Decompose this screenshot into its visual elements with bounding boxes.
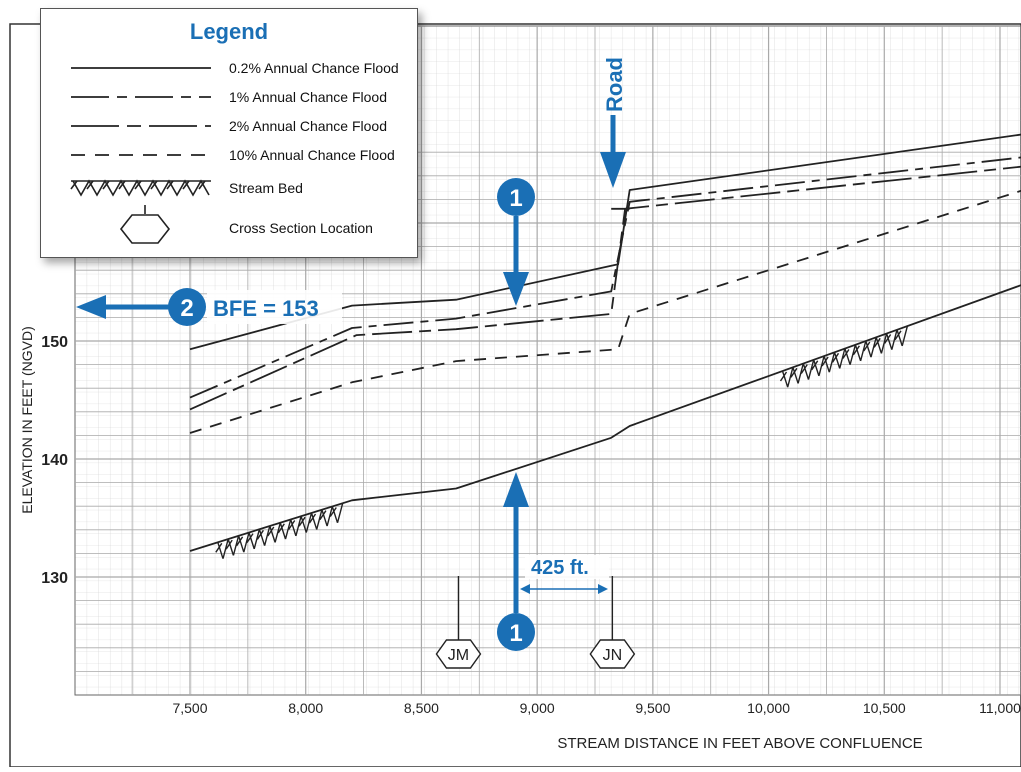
cross-section-markers: JM JN (435, 576, 636, 669)
legend-swatches (70, 67, 211, 244)
x-tick-label: 9,500 (635, 700, 670, 716)
x-tick-label: 10,000 (747, 700, 790, 716)
road-arrow-head (600, 152, 626, 188)
cross-section-jn: JN (589, 576, 636, 669)
y-axis-label: ELEVATION IN FEET (NGVD) (19, 326, 35, 513)
bfe-label-bg (207, 290, 342, 324)
road-label: Road (602, 57, 627, 112)
marker-1-bottom-label: 1 (509, 620, 522, 647)
x-tick-label: 8,000 (288, 700, 323, 716)
cross-section-jm: JM (435, 576, 482, 669)
series-line-3 (189, 189, 1021, 434)
x-tick-label: 7,500 (172, 700, 207, 716)
marker-1-top-circle (497, 178, 535, 216)
x-tick-label: 10,500 (863, 700, 906, 716)
x-tick-label: 11,000 (979, 700, 1021, 716)
legend-label-10pct: 10% Annual Chance Flood (229, 147, 395, 163)
bfe-label: BFE = 153 (213, 296, 319, 321)
x-tick-label: 8,500 (404, 700, 439, 716)
stream-bed-hatch (779, 325, 909, 388)
series-line-4 (189, 284, 1021, 552)
annotations: 2 BFE = 153 1 1 425 ft. Road (76, 57, 627, 651)
series-line-2 (189, 165, 1021, 411)
bfe-arrow-head (76, 295, 106, 319)
legend-label-2pct: 2% Annual Chance Flood (229, 118, 387, 134)
stream-bed-hatching (215, 325, 909, 559)
legend-label-cross-section: Cross Section Location (229, 220, 373, 236)
marker-1-bottom-circle (497, 613, 535, 651)
marker-1-top-arrow-head (503, 272, 529, 306)
x-tick-label: 9,000 (520, 700, 555, 716)
legend-swatch-stream-bed (70, 179, 211, 197)
distance-label: 425 ft. (531, 557, 589, 579)
cross-section-label: JM (448, 647, 469, 664)
marker-1-top-label: 1 (509, 185, 522, 212)
legend-title: Legend (189, 19, 269, 44)
series-line-1 (189, 156, 1021, 399)
series-layer (189, 133, 1021, 552)
distance-arrow-right (598, 584, 608, 594)
distance-label-bg (525, 555, 609, 579)
marker-1-bottom-arrow-head (503, 472, 529, 507)
distance-arrow-left (520, 584, 530, 594)
y-tick-label: 140 (41, 452, 68, 469)
tick-labels: 7,500 8,000 8,500 9,000 9,500 10,000 10,500 11,… (41, 334, 1021, 716)
marker-2-label: 2 (180, 295, 193, 322)
y-tick-label: 130 (41, 570, 68, 587)
legend-label-0-2pct: 0.2% Annual Chance Flood (229, 60, 399, 76)
y-tick-label: 150 (41, 334, 68, 351)
marker-2-circle (168, 288, 206, 326)
legend: Legend 0.2% Annual Chance Flood 1% Annua… (40, 8, 418, 258)
legend-label-1pct: 1% Annual Chance Flood (229, 89, 387, 105)
x-axis-label: STREAM DISTANCE IN FEET ABOVE CONFLUENCE (557, 735, 922, 752)
cross-section-label: JN (603, 647, 623, 664)
stream-bed-hatch (215, 503, 344, 559)
legend-label-stream-bed: Stream Bed (229, 180, 303, 196)
legend-swatch-cross-section (119, 205, 171, 244)
